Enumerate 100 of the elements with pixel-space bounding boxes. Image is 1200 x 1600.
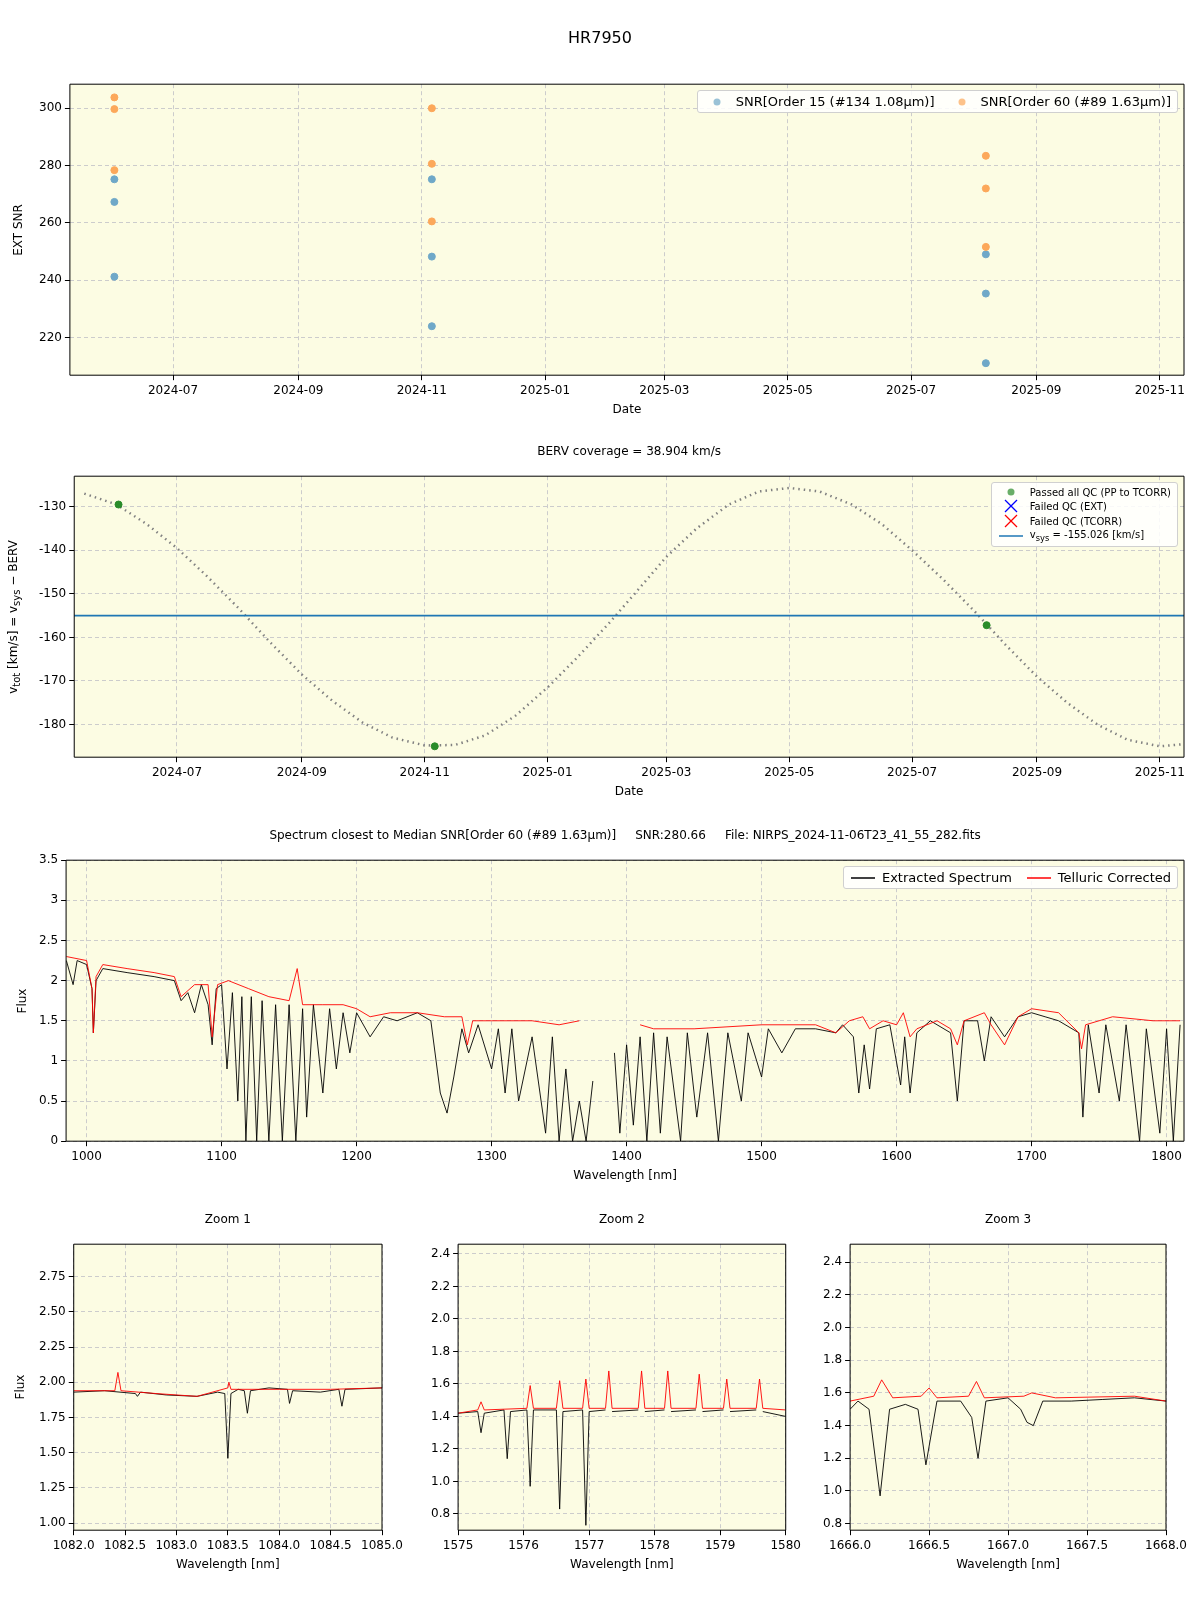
point xyxy=(981,289,990,298)
x-tick-label: 2025-03 xyxy=(639,382,690,397)
chart-title: Zoom 2 xyxy=(597,1212,646,1226)
x-axis-title: Wavelength [nm] xyxy=(176,1556,280,1571)
y-tick-label: 260 xyxy=(39,214,62,229)
x-axis-title: Wavelength [nm] xyxy=(573,1167,677,1182)
line-series xyxy=(83,486,1184,748)
point xyxy=(982,621,991,630)
x-tick-label: 2025-07 xyxy=(885,382,937,397)
x-tick-label: 2025-11 xyxy=(1134,382,1185,397)
x-tick-label: 1666.0 xyxy=(829,1537,872,1552)
x-tick-label: 1400 xyxy=(611,1148,642,1163)
x-tick-label: 1083.5 xyxy=(206,1537,249,1552)
x-tick-label: 1667.0 xyxy=(987,1537,1030,1552)
y-tick-label: 1.6 xyxy=(430,1376,451,1391)
y-tick-label: 0.8 xyxy=(430,1506,451,1521)
point xyxy=(981,151,990,160)
x-tick-label: 1580 xyxy=(770,1537,801,1552)
x-tick-label: 1084.0 xyxy=(258,1537,301,1552)
x-axis-title: Date xyxy=(614,783,644,798)
y-tick-label: -130 xyxy=(39,498,67,513)
y-axis-title: Flux xyxy=(15,988,29,1014)
y-tick-label: 1.5 xyxy=(38,1012,59,1027)
y-tick-label: 300 xyxy=(39,100,62,115)
y-tick-label: 220 xyxy=(39,329,62,344)
point xyxy=(427,159,436,168)
y-tick-label: 2.4 xyxy=(822,1254,843,1269)
legend-label: Extracted Spectrum xyxy=(881,870,1012,886)
x-tick-label: 1575 xyxy=(442,1537,474,1552)
legend-label: SNR[Order 15 (#134 1.08μm)] xyxy=(735,94,935,110)
x-tick-label: 2025-05 xyxy=(764,764,815,779)
y-tick-label: -150 xyxy=(39,585,67,600)
y-tick-label: 0 xyxy=(50,1133,59,1148)
y-tick-label: 0.5 xyxy=(38,1093,59,1108)
point xyxy=(110,166,119,175)
point xyxy=(114,500,123,509)
y-axis-title: EXT SNR xyxy=(11,203,25,256)
y-tick-label: 3.5 xyxy=(38,852,59,867)
x-tick-label: 2024-09 xyxy=(276,764,327,779)
x-tick-label: 1666.5 xyxy=(908,1537,951,1552)
chart-title: Zoom 3 xyxy=(984,1212,1033,1226)
point xyxy=(427,104,436,113)
point xyxy=(110,272,119,281)
y-tick-label: 0.8 xyxy=(822,1515,843,1530)
y-tick-label: 1.4 xyxy=(822,1417,843,1432)
legend-label: SNR[Order 60 (#89 1.63μm)] xyxy=(980,94,1171,110)
point xyxy=(427,252,436,261)
y-tick-label: 2.2 xyxy=(430,1278,451,1293)
point xyxy=(427,175,436,184)
y-tick-label: 1.8 xyxy=(430,1343,451,1358)
x-tick-label: 1600 xyxy=(881,1148,912,1163)
y-tick-label: 2 xyxy=(50,972,59,987)
x-tick-label: 1000 xyxy=(71,1148,102,1163)
y-axis-title: Flux xyxy=(13,1374,27,1400)
chart-title: BERV coverage = 38.904 km/s xyxy=(536,444,722,458)
x-tick-label: 1100 xyxy=(206,1148,237,1163)
y-tick-label: 1.4 xyxy=(430,1408,451,1423)
x-tick-label: 1800 xyxy=(1151,1148,1182,1163)
chart-title: Zoom 1 xyxy=(203,1212,252,1226)
point xyxy=(110,105,119,114)
y-tick-label: 2.75 xyxy=(39,1268,66,1283)
y-tick-label: 1.8 xyxy=(822,1352,843,1367)
x-axis-title: Wavelength [nm] xyxy=(956,1556,1060,1571)
y-tick-label: 1.00 xyxy=(39,1515,66,1530)
x-tick-label: 2025-07 xyxy=(887,764,938,779)
point xyxy=(110,197,119,206)
chart-title: Spectrum closest to Median SNR[Order 60 (#89 1.63μm)] SNR:280.66 File: NIRPS_2024-11-06T23_41_55_282.fits xyxy=(268,828,982,842)
y-tick-label: 1.0 xyxy=(822,1483,843,1498)
y-tick-label: 1.0 xyxy=(430,1473,451,1488)
x-axis-title: Wavelength [nm] xyxy=(570,1556,674,1571)
y-tick-label: 2.2 xyxy=(822,1286,843,1301)
legend-label: Passed all QC (PP to TCORR) xyxy=(1029,486,1171,498)
x-axis-title: Date xyxy=(612,401,642,416)
y-tick-label: 2.25 xyxy=(39,1339,66,1354)
y-tick-label: 1.2 xyxy=(430,1441,451,1456)
x-tick-label: 1300 xyxy=(476,1148,507,1163)
x-tick-label: 1667.5 xyxy=(1066,1537,1109,1552)
y-tick-label: 1.50 xyxy=(39,1444,66,1459)
legend-label: Failed QC (EXT) xyxy=(1029,500,1107,512)
point xyxy=(427,217,436,226)
x-tick-label: 1577 xyxy=(573,1537,605,1552)
point xyxy=(981,242,990,251)
y-tick-label: 1 xyxy=(50,1053,59,1068)
y-tick-label: 1.25 xyxy=(39,1480,66,1495)
x-tick-label: 1082.5 xyxy=(104,1537,147,1552)
point xyxy=(981,184,990,193)
x-tick-label: 1084.5 xyxy=(309,1537,352,1552)
chart-title: HR7950 xyxy=(567,28,633,47)
x-tick-label: 2024-11 xyxy=(399,764,450,779)
x-tick-label: 1082.0 xyxy=(52,1537,95,1552)
x-tick-label: 1700 xyxy=(1016,1148,1047,1163)
point xyxy=(981,359,990,368)
y-tick-label: 280 xyxy=(39,157,62,172)
x-tick-label: 1083.0 xyxy=(155,1537,198,1552)
legend-label: v$_{sys}$ = -155.026 [km/s] xyxy=(1029,529,1145,544)
y-tick-label: -180 xyxy=(39,716,67,731)
x-tick-label: 2025-05 xyxy=(762,382,813,397)
y-tick-label: 1.75 xyxy=(39,1409,66,1424)
x-tick-label: 1578 xyxy=(639,1537,670,1552)
x-tick-label: 1200 xyxy=(341,1148,372,1163)
